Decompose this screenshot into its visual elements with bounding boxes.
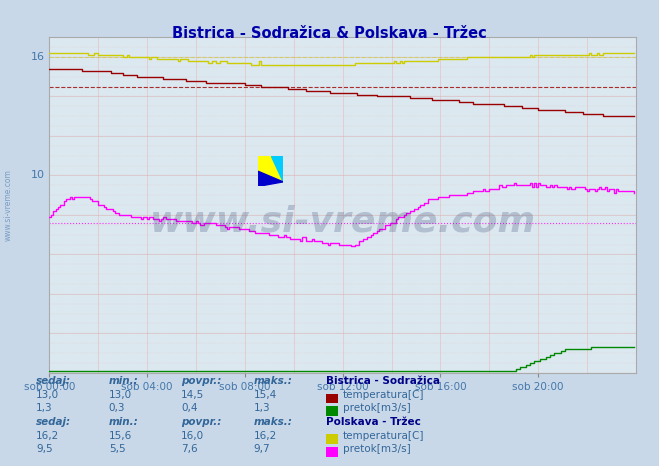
Text: 16: 16 [31, 52, 45, 62]
Text: 15,6: 15,6 [109, 431, 132, 441]
Text: www.si-vreme.com: www.si-vreme.com [3, 169, 13, 241]
Text: 10: 10 [31, 171, 45, 180]
Text: 13,0: 13,0 [36, 391, 59, 400]
Text: 7,6: 7,6 [181, 444, 198, 454]
Text: 1,3: 1,3 [36, 403, 53, 413]
Text: 13,0: 13,0 [109, 391, 132, 400]
Text: temperatura[C]: temperatura[C] [343, 391, 424, 400]
Text: min.:: min.: [109, 417, 138, 427]
Text: 16,2: 16,2 [36, 431, 59, 441]
Text: min.:: min.: [109, 377, 138, 386]
Text: Polskava - Tržec: Polskava - Tržec [326, 417, 421, 427]
Text: pretok[m3/s]: pretok[m3/s] [343, 444, 411, 454]
Text: 1,3: 1,3 [254, 403, 270, 413]
Polygon shape [258, 171, 283, 186]
Text: 9,5: 9,5 [36, 444, 53, 454]
Text: maks.:: maks.: [254, 417, 293, 427]
Text: 9,7: 9,7 [254, 444, 270, 454]
Text: 14,5: 14,5 [181, 391, 204, 400]
Text: 0,3: 0,3 [109, 403, 125, 413]
Polygon shape [258, 156, 283, 182]
Polygon shape [271, 156, 283, 182]
Text: sedaj:: sedaj: [36, 417, 71, 427]
Text: povpr.:: povpr.: [181, 417, 221, 427]
Text: www.si-vreme.com: www.si-vreme.com [150, 205, 536, 239]
Text: temperatura[C]: temperatura[C] [343, 431, 424, 441]
Text: Bistrica - Sodražica: Bistrica - Sodražica [326, 377, 440, 386]
Text: Bistrica - Sodražica & Polskava - Tržec: Bistrica - Sodražica & Polskava - Tržec [172, 26, 487, 41]
Text: povpr.:: povpr.: [181, 377, 221, 386]
Text: 5,5: 5,5 [109, 444, 125, 454]
Text: 16,2: 16,2 [254, 431, 277, 441]
Text: sedaj:: sedaj: [36, 377, 71, 386]
Text: 16,0: 16,0 [181, 431, 204, 441]
Text: 0,4: 0,4 [181, 403, 198, 413]
Text: pretok[m3/s]: pretok[m3/s] [343, 403, 411, 413]
Text: 15,4: 15,4 [254, 391, 277, 400]
Text: maks.:: maks.: [254, 377, 293, 386]
